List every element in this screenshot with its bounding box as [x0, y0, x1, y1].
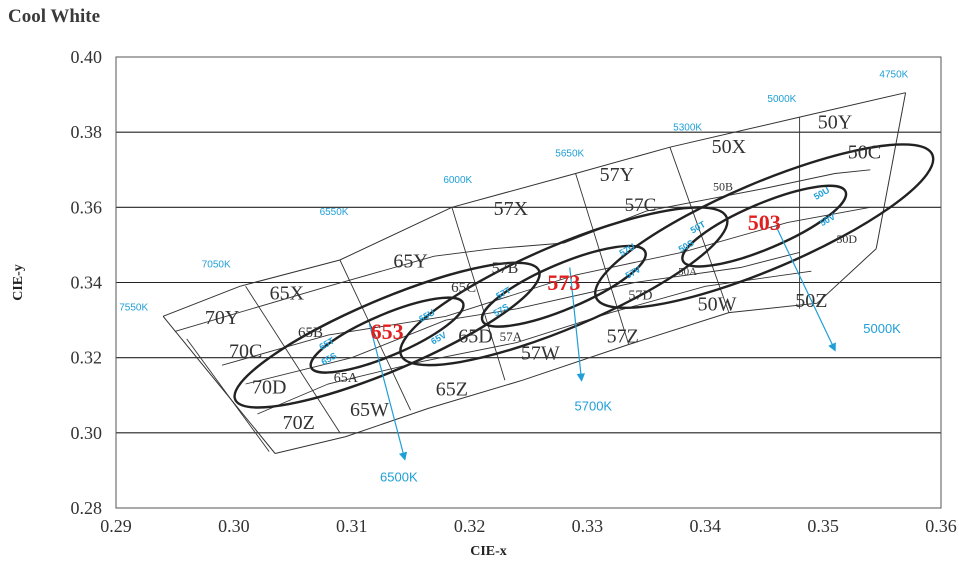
- bin-label: 65A: [334, 371, 359, 386]
- bin-label: 50C: [848, 141, 881, 163]
- x-tick-label: 0.32: [454, 516, 486, 536]
- y-tick-label: 0.34: [71, 273, 103, 293]
- region-right-boundary: [876, 93, 905, 249]
- cct-label: 5650K: [555, 149, 584, 160]
- bin-label: 50Y: [818, 111, 852, 133]
- bin-label: 65Z: [436, 378, 468, 400]
- bin-label: 57D: [628, 288, 652, 303]
- y-axis-label: CIE-y: [11, 264, 26, 301]
- cct-arrow: [369, 324, 404, 459]
- bin-label: 65W: [350, 399, 389, 421]
- bin-label: 50W: [698, 294, 737, 316]
- sub-bin-label: 65V: [429, 330, 448, 347]
- bin-label: 70Y: [205, 307, 239, 329]
- cct-arrow-label: 5000K: [863, 321, 901, 336]
- y-tick-label: 0.30: [71, 423, 103, 443]
- bin-label: 57W: [521, 343, 560, 365]
- cct-label: 7550K: [119, 303, 148, 314]
- sub-bin-label: 57T: [494, 285, 513, 302]
- y-tick-label: 0.38: [71, 122, 103, 142]
- sub-bin-label: 65S: [320, 350, 339, 367]
- bin-label: 65B: [298, 325, 323, 341]
- cct-label: 5300K: [673, 122, 702, 133]
- y-tick-label: 0.32: [71, 348, 103, 368]
- bin-label: 65X: [270, 282, 305, 304]
- bin-label: 50A: [678, 266, 697, 278]
- x-tick-label: 0.31: [336, 516, 368, 536]
- ellipse-center-label: 573: [547, 270, 580, 295]
- bin-label: 65C: [451, 280, 476, 296]
- bin-label: 57Z: [607, 326, 639, 348]
- bin-label: 50X: [712, 136, 747, 158]
- bin-label: 65D: [458, 326, 492, 348]
- bin-label: 70D: [252, 376, 286, 398]
- macadam-ellipses: [221, 115, 949, 432]
- bin-label: 70C: [229, 341, 262, 363]
- y-tick-label: 0.40: [71, 47, 103, 67]
- bin-region-lines: [163, 93, 906, 454]
- bin-label: 57B: [492, 260, 519, 277]
- x-tick-label: 0.30: [218, 516, 250, 536]
- bin-label: 57C: [625, 195, 657, 216]
- bin-label: 57Y: [600, 164, 634, 186]
- cct-label: 6000K: [443, 175, 472, 186]
- bin-label: 65Y: [393, 250, 427, 272]
- x-tick-label: 0.35: [807, 516, 839, 536]
- y-tick-label: 0.28: [71, 498, 103, 518]
- cct-arrow-label: 5700K: [575, 398, 613, 413]
- y-tick-label: 0.36: [71, 197, 103, 217]
- ellipse-center-label: 653: [371, 319, 404, 344]
- x-tick-label: 0.34: [690, 516, 722, 536]
- cct-arrow-label: 6500K: [380, 470, 418, 485]
- x-tick-label: 0.33: [572, 516, 604, 536]
- bin-label: 57X: [494, 198, 529, 220]
- x-tick-label: 0.29: [100, 516, 132, 536]
- x-axis-label: CIE-x: [470, 544, 507, 559]
- ellipse-center-label: 503: [748, 210, 781, 235]
- x-tick-label: 0.36: [925, 516, 957, 536]
- bin-label: 50D: [836, 232, 857, 246]
- cct-label: 7050K: [202, 259, 231, 270]
- bin-label: 50B: [713, 179, 733, 193]
- sub-bin-label: 50S: [677, 238, 696, 255]
- bin-label: 70Z: [283, 412, 315, 434]
- bin-label: 57A: [500, 329, 523, 344]
- sub-bin-label: 57U: [618, 241, 637, 258]
- cct-label: 6550K: [320, 207, 349, 218]
- cct-label: 5000K: [767, 94, 796, 105]
- cct-label: 4750K: [879, 70, 908, 81]
